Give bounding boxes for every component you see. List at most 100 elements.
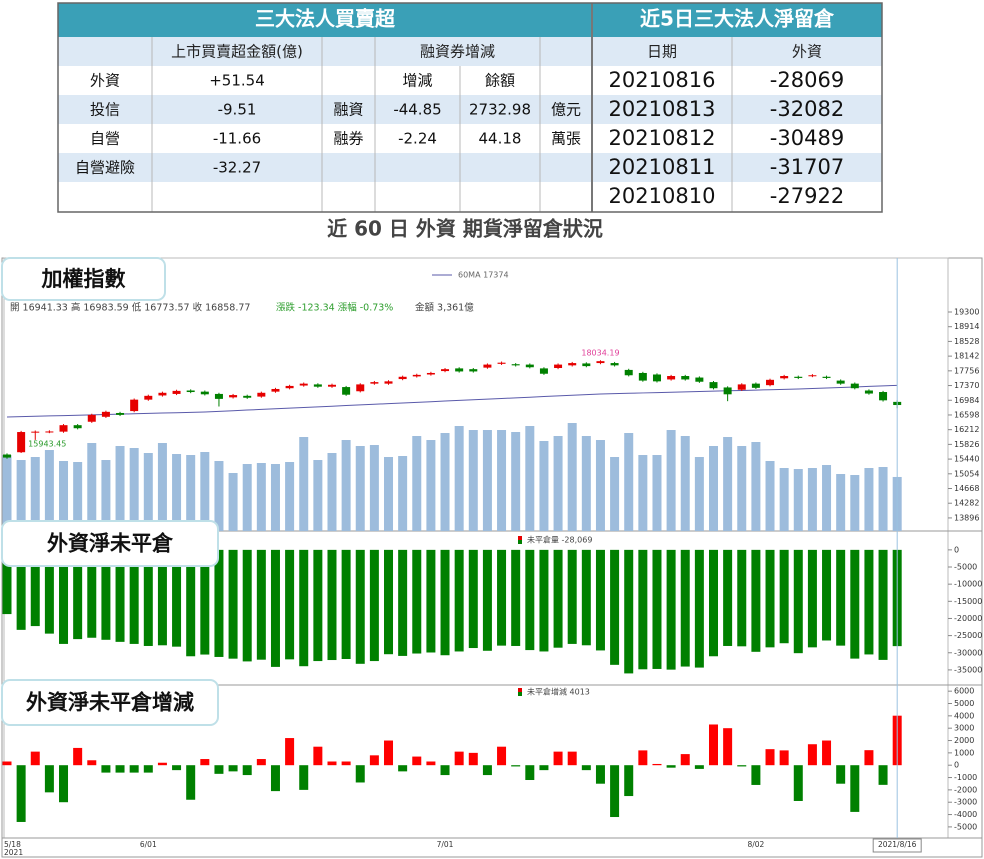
bar: [2, 549, 12, 615]
bar: [115, 549, 125, 642]
bar: [214, 549, 224, 657]
bar: [581, 765, 591, 771]
bar: [44, 549, 54, 634]
bar: [864, 750, 874, 766]
table-header: 三大法人買賣超: [255, 7, 396, 31]
table-row-bg: [58, 182, 882, 212]
candle-body: [780, 376, 789, 379]
panel-title: 加權指數: [41, 267, 126, 291]
bar: [723, 549, 733, 646]
y-tick-label: 0: [954, 545, 959, 554]
bar: [680, 754, 690, 766]
bar: [779, 750, 789, 766]
y-tick-label: 14668: [954, 484, 979, 493]
bar: [143, 765, 153, 773]
table-cell: 投信: [90, 101, 120, 119]
bar: [793, 549, 803, 654]
bar: [468, 752, 478, 766]
volume-bar: [200, 452, 210, 531]
x-tick-label: 6/01: [140, 840, 157, 849]
x-tick-label: 5/18: [4, 840, 21, 849]
volume-bar: [497, 430, 507, 531]
bar: [709, 549, 718, 657]
bar: [228, 765, 238, 772]
bar: [652, 549, 662, 669]
table-cell: -31707: [770, 155, 844, 179]
volume-bar: [157, 442, 167, 531]
table-cell: 20210810: [609, 184, 716, 208]
volume-bar: [567, 423, 577, 531]
candle-body: [327, 384, 336, 387]
table-cell: 融券: [333, 130, 363, 148]
volume-bar: [355, 446, 365, 531]
candle-body: [652, 374, 661, 382]
bar: [242, 765, 252, 776]
bar: [864, 549, 874, 655]
volume-bar: [327, 452, 337, 531]
date-box: [872, 838, 922, 853]
bar: [440, 765, 450, 776]
bar: [200, 549, 210, 655]
bar: [369, 549, 379, 662]
candle-body: [116, 412, 125, 415]
bar: [341, 549, 351, 660]
bar: [256, 549, 266, 660]
volume-bar: [313, 460, 323, 531]
bar: [341, 761, 351, 766]
volume-bar: [256, 462, 266, 531]
volume-bar: [143, 452, 153, 531]
bar: [369, 755, 379, 766]
bar: [807, 744, 817, 766]
volume-bar: [822, 465, 832, 531]
bar: [30, 549, 40, 627]
volume-bar: [807, 467, 817, 531]
bar: [581, 549, 591, 646]
y-tick-label: 19300: [954, 307, 979, 316]
volume-bar: [779, 467, 789, 531]
candle-body: [3, 454, 11, 458]
table-cell: 20210812: [609, 126, 716, 150]
volume-bar: [751, 442, 761, 531]
y-tick-label: 5000: [954, 699, 974, 708]
bar: [666, 765, 676, 768]
y-tick-label: 4000: [954, 711, 974, 720]
candle-body: [695, 377, 704, 382]
volume-bar: [624, 432, 634, 531]
bar: [129, 765, 139, 773]
candle-body: [808, 375, 817, 377]
bar: [793, 765, 803, 801]
legend-swatch: [518, 540, 522, 544]
candle-body: [31, 431, 40, 433]
y-tick-label: 18528: [954, 337, 979, 346]
bar: [327, 549, 337, 661]
bar: [878, 549, 888, 660]
y-tick-label: 0: [954, 761, 959, 770]
volume-bar: [652, 455, 662, 531]
y-tick-label: -15000: [954, 597, 982, 606]
x-tick-label: 2021/8/16: [878, 840, 917, 849]
candle-body: [398, 376, 407, 380]
bar: [482, 765, 492, 776]
bar: [115, 765, 125, 773]
volume-bar: [836, 474, 846, 531]
bar: [539, 549, 549, 652]
candle-body: [229, 395, 238, 398]
table-header-bg: [58, 3, 882, 37]
bar: [384, 549, 394, 655]
bar: [73, 549, 83, 640]
bar: [398, 549, 408, 656]
bar: [822, 549, 832, 641]
volume-bar: [270, 464, 280, 531]
legend-swatch: [518, 536, 522, 540]
volume-bar: [878, 467, 888, 531]
bar: [101, 549, 111, 640]
bar: [59, 549, 69, 644]
bar: [610, 765, 620, 818]
bar: [525, 765, 535, 781]
candle-body: [582, 363, 591, 367]
bar: [511, 765, 521, 767]
candle-body: [87, 414, 96, 422]
table-cell: 億元: [551, 101, 581, 119]
bar: [836, 549, 846, 646]
candle-body: [243, 395, 252, 398]
